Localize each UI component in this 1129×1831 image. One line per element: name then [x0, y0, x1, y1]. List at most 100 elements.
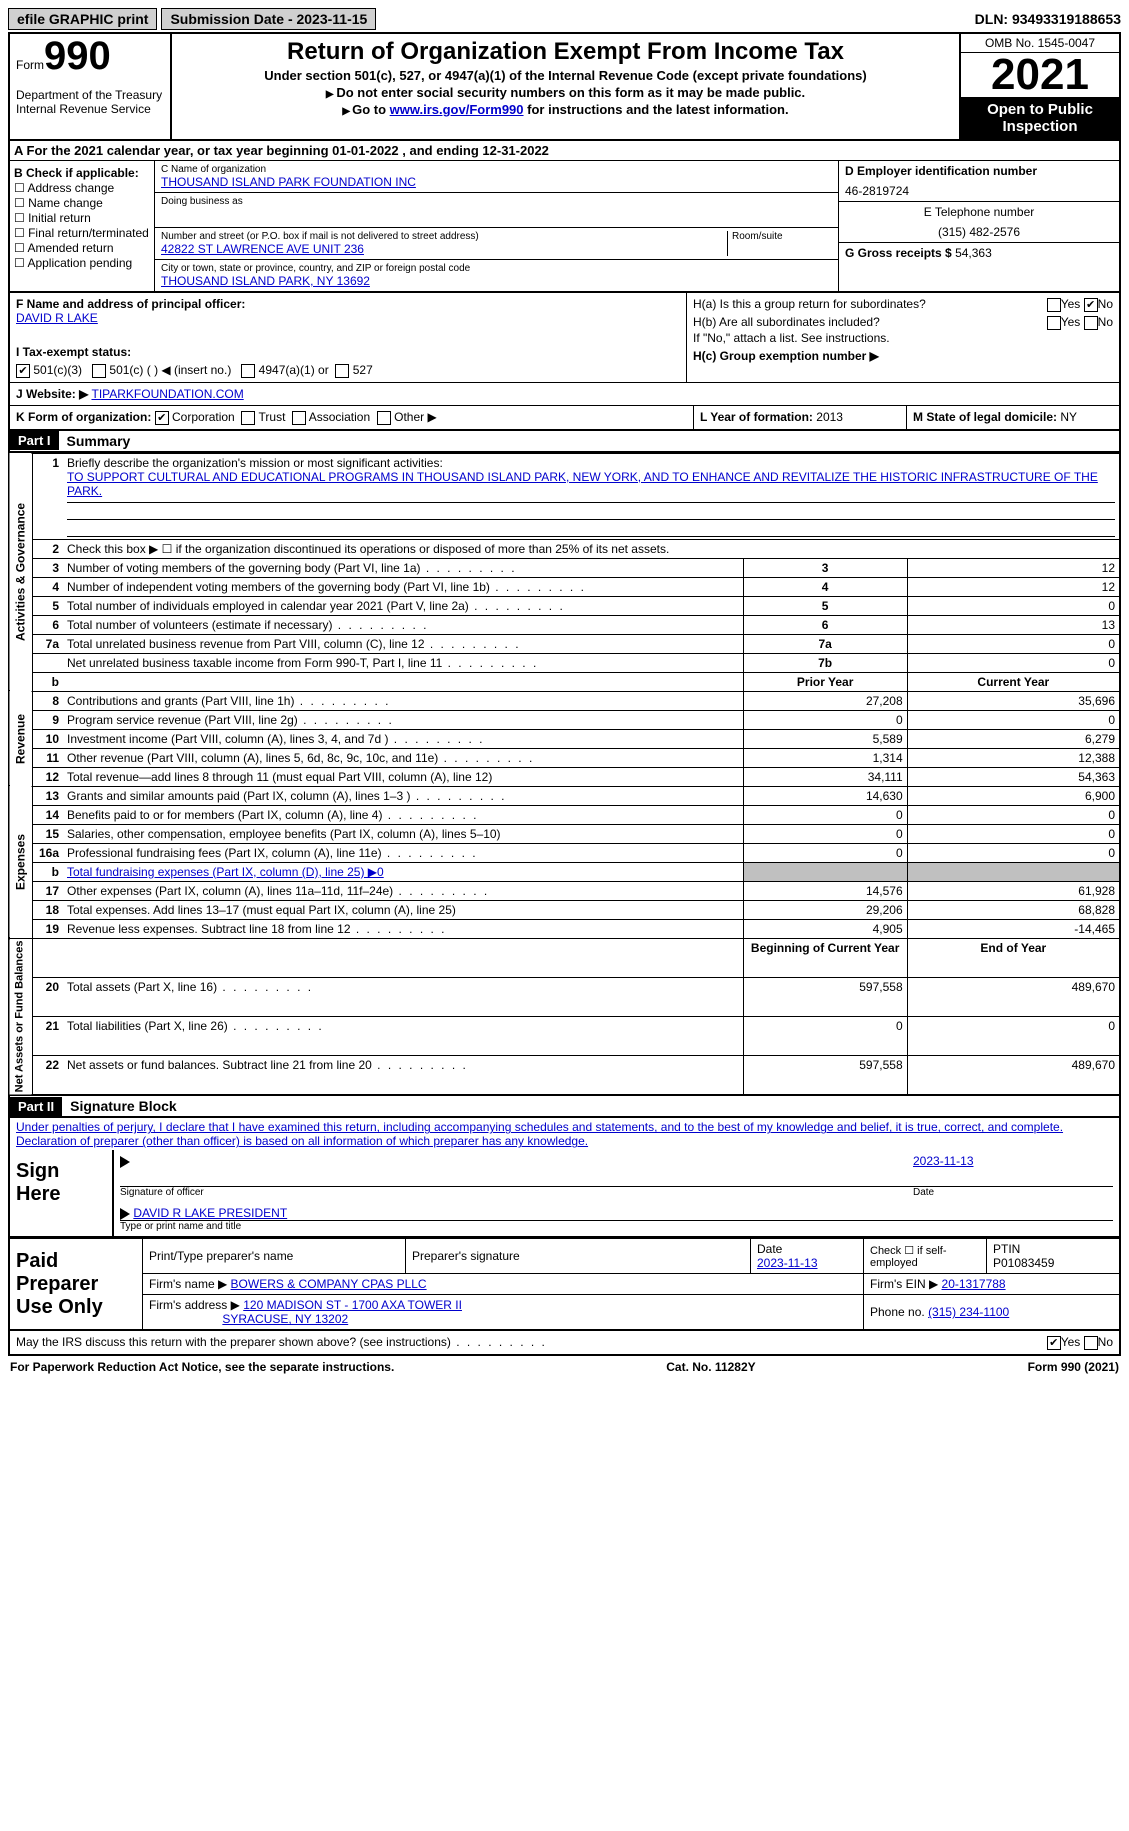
submission-date-button[interactable]: Submission Date - 2023-11-15 — [161, 8, 376, 30]
na22-c: 489,670 — [907, 1055, 1120, 1095]
r4-desc: Number of independent voting members of … — [63, 577, 743, 596]
row-j: J Website: ▶ TIPARKFOUNDATION.COM — [8, 383, 1121, 406]
header-left: Form990 Department of the Treasury Inter… — [10, 34, 172, 139]
hb-yes[interactable] — [1047, 316, 1061, 330]
na22-desc: Net assets or fund balances. Subtract li… — [63, 1055, 743, 1095]
form-number: 990 — [44, 34, 111, 78]
chk-other[interactable] — [377, 411, 391, 425]
rev8-desc: Contributions and grants (Part VIII, lin… — [63, 691, 743, 710]
section-bcd: B Check if applicable: Address change Na… — [8, 161, 1121, 293]
city-value: THOUSAND ISLAND PARK, NY 13692 — [161, 274, 832, 288]
na-hdr-num — [33, 938, 64, 977]
chk-4947[interactable] — [241, 364, 255, 378]
phone-label: Phone no. — [870, 1305, 925, 1319]
chk-527[interactable] — [335, 364, 349, 378]
instr-goto-post: for instructions and the latest informat… — [524, 102, 789, 117]
exp16a-c: 0 — [907, 843, 1120, 862]
exp18-c: 68,828 — [907, 900, 1120, 919]
opt-trust: Trust — [259, 410, 286, 424]
summary-table: Activities & Governance 1 Briefly descri… — [8, 453, 1121, 1097]
rev10-desc: Investment income (Part VIII, column (A)… — [63, 729, 743, 748]
rev8-p: 27,208 — [743, 691, 907, 710]
chk-501c[interactable] — [92, 364, 106, 378]
chk-corp[interactable]: ✔ — [155, 411, 169, 425]
ha-yes[interactable] — [1047, 298, 1061, 312]
hdr-current: Current Year — [907, 672, 1120, 691]
form-header: Form990 Department of the Treasury Inter… — [8, 32, 1121, 141]
r7b-val: 0 — [907, 653, 1120, 672]
chk-trust[interactable] — [241, 411, 255, 425]
chk-501c3[interactable]: ✔ — [16, 364, 30, 378]
na21-num: 21 — [33, 1016, 64, 1055]
paid-date: 2023-11-13 — [757, 1256, 818, 1270]
r5-desc: Total number of individuals employed in … — [63, 596, 743, 615]
exp15-desc: Salaries, other compensation, employee b… — [63, 824, 743, 843]
exp17-p: 14,576 — [743, 881, 907, 900]
opt-527: 527 — [353, 363, 373, 377]
hb-no[interactable] — [1084, 316, 1098, 330]
arrow-icon — [120, 1156, 130, 1168]
rev10-num: 10 — [33, 729, 64, 748]
chk-amended-return[interactable]: Amended return — [14, 241, 150, 255]
r5-val: 0 — [907, 596, 1120, 615]
summary-row-7a: 7aTotal unrelated business revenue from … — [9, 634, 1120, 653]
chk-assoc[interactable] — [292, 411, 306, 425]
exp13-c: 6,900 — [907, 786, 1120, 805]
efile-print-button[interactable]: efile GRAPHIC print — [8, 8, 157, 30]
firm-ein: 20-1317788 — [942, 1277, 1006, 1291]
arrow-icon-2 — [120, 1208, 130, 1220]
exp18-p: 29,206 — [743, 900, 907, 919]
r7a-desc: Total unrelated business revenue from Pa… — [63, 634, 743, 653]
chk-final-return[interactable]: Final return/terminated — [14, 226, 150, 240]
r6-num: 6 — [33, 615, 64, 634]
exp17-c: 61,928 — [907, 881, 1120, 900]
website-link[interactable]: TIPARKFOUNDATION.COM — [91, 387, 243, 401]
r5-num: 5 — [33, 596, 64, 615]
na20-c: 489,670 — [907, 977, 1120, 1016]
hdr-prior: Prior Year — [743, 672, 907, 691]
instr-goto: Go to www.irs.gov/Form990 for instructio… — [178, 102, 953, 117]
discuss-no[interactable] — [1084, 1336, 1098, 1350]
r4-box: 4 — [743, 577, 907, 596]
footer-mid: Cat. No. 11282Y — [666, 1360, 755, 1374]
irs-form990-link[interactable]: www.irs.gov/Form990 — [390, 102, 524, 117]
line1-cell: Briefly describe the organization's miss… — [63, 453, 1120, 539]
chk-address-change[interactable]: Address change — [14, 181, 150, 195]
r5-box: 5 — [743, 596, 907, 615]
rev12-num: 12 — [33, 767, 64, 786]
rev9-p: 0 — [743, 710, 907, 729]
exp13-num: 13 — [33, 786, 64, 805]
rev9-desc: Program service revenue (Part VIII, line… — [63, 710, 743, 729]
discuss-yes[interactable]: ✔ — [1047, 1336, 1061, 1350]
hb-no-label: No — [1098, 315, 1113, 329]
na20-num: 20 — [33, 977, 64, 1016]
principal-officer: F Name and address of principal officer:… — [10, 293, 686, 382]
page-footer: For Paperwork Reduction Act Notice, see … — [8, 1356, 1121, 1378]
ha-no-label: No — [1098, 297, 1113, 311]
rev12-p: 34,111 — [743, 767, 907, 786]
chk-name-change[interactable]: Name change — [14, 196, 150, 210]
addr-value: 42822 ST LAWRENCE AVE UNIT 236 — [161, 242, 723, 256]
exp13-p: 14,630 — [743, 786, 907, 805]
chk-application-pending[interactable]: Application pending — [14, 256, 150, 270]
instr-goto-pre: Go to — [352, 102, 390, 117]
tel-label: E Telephone number — [845, 205, 1113, 219]
ha-no[interactable]: ✔ — [1084, 298, 1098, 312]
rev8-c: 35,696 — [907, 691, 1120, 710]
exp14-p: 0 — [743, 805, 907, 824]
r7a-box: 7a — [743, 634, 907, 653]
chk-initial-return[interactable]: Initial return — [14, 211, 150, 225]
hdr-end: End of Year — [907, 938, 1120, 977]
opt-501c: 501(c) ( ) ◀ (insert no.) — [109, 363, 231, 377]
opt-assoc: Association — [309, 410, 370, 424]
r6-box: 6 — [743, 615, 907, 634]
part1-title: Summary — [59, 431, 139, 451]
ha-row: H(a) Is this a group return for subordin… — [693, 297, 1113, 311]
na22-p: 597,558 — [743, 1055, 907, 1095]
instr-no-ssn: Do not enter social security numbers on … — [178, 85, 953, 100]
dba-cell: Doing business as — [155, 193, 838, 228]
check-self-employed[interactable]: Check ☐ if self-employed — [864, 1239, 987, 1274]
sig-date-label: Date — [913, 1187, 1113, 1198]
exp16b-text: Total fundraising expenses (Part IX, col… — [67, 865, 384, 879]
firm-addr-label: Firm's address ▶ — [149, 1298, 240, 1312]
